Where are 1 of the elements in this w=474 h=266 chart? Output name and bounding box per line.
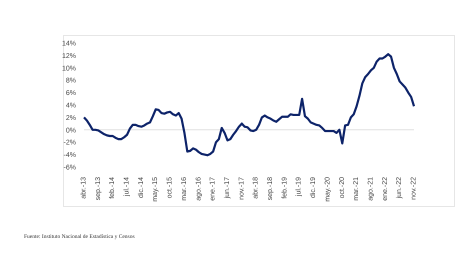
line-series [82, 53, 416, 156]
